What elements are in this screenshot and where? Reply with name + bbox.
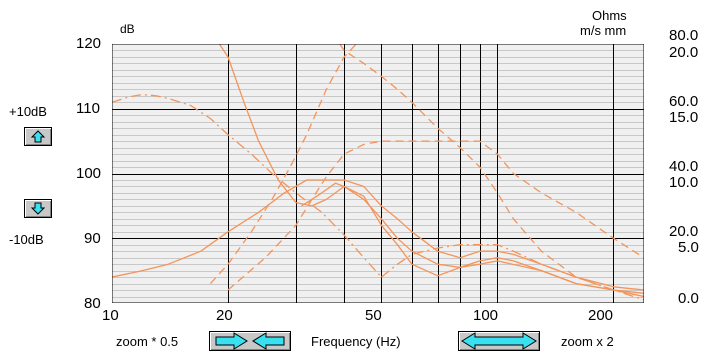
response-curve-6: [339, 44, 644, 298]
response-curve-5: [209, 44, 357, 285]
x-tick-20: 20: [216, 307, 233, 324]
response-curve-4: [227, 140, 644, 291]
response-curve-8: [380, 244, 644, 301]
left-tick-80: 80: [84, 295, 101, 312]
response-curve-1: [112, 179, 644, 291]
arrow-up-icon: [30, 130, 46, 143]
right-ms-tick-10: 10.0: [669, 174, 699, 191]
response-curve-3: [301, 182, 644, 298]
right-ms-tick-20: 20.0: [669, 44, 699, 61]
right-ms-tick-5: 5.0: [678, 239, 699, 256]
right-ohms-tick-20: 20.0: [669, 223, 699, 240]
left-tick-90: 90: [84, 230, 101, 247]
arrows-outward-icon: [461, 332, 537, 350]
arrow-down-icon: [30, 202, 46, 215]
plus-10db-label: +10dB: [9, 104, 47, 119]
response-curve-7: [112, 93, 382, 278]
arrows-inward-icon: [215, 332, 285, 350]
x-tick-50: 50: [365, 307, 382, 324]
plot-background: [112, 44, 644, 303]
x-tick-10: 10: [102, 307, 119, 324]
plus-10db-button[interactable]: [24, 127, 52, 146]
zoom-out-label: zoom * 0.5: [116, 334, 179, 349]
frequency-response-chart: [112, 44, 644, 303]
right-ohms-tick-40: 40.0: [669, 158, 699, 175]
left-tick-120: 120: [76, 35, 102, 52]
right-ohms-tick-80: 80.0: [669, 27, 699, 44]
right-ms-tick-15: 15.0: [669, 109, 699, 126]
x-tick-200: 200: [588, 307, 614, 324]
right-ohms-tick-0: 0.0: [678, 290, 699, 307]
minus-10db-button[interactable]: [24, 199, 52, 218]
right-axis-unit-ohms: Ohms: [592, 8, 627, 23]
left-axis-unit: dB: [120, 22, 135, 36]
right-axis-unit-ms-mm: m/s mm: [580, 23, 627, 38]
minus-10db-label: -10dB: [9, 232, 44, 247]
zoom-in-label: zoom x 2: [561, 334, 614, 349]
zoom-in-button[interactable]: [458, 331, 540, 351]
zoom-out-button[interactable]: [209, 331, 291, 351]
left-tick-110: 110: [76, 100, 100, 117]
response-curve-2: [218, 44, 644, 294]
right-ohms-tick-60: 60.0: [669, 93, 699, 110]
left-tick-100: 100: [76, 165, 102, 182]
x-axis-label: Frequency (Hz): [311, 334, 401, 349]
x-tick-100: 100: [473, 307, 499, 324]
